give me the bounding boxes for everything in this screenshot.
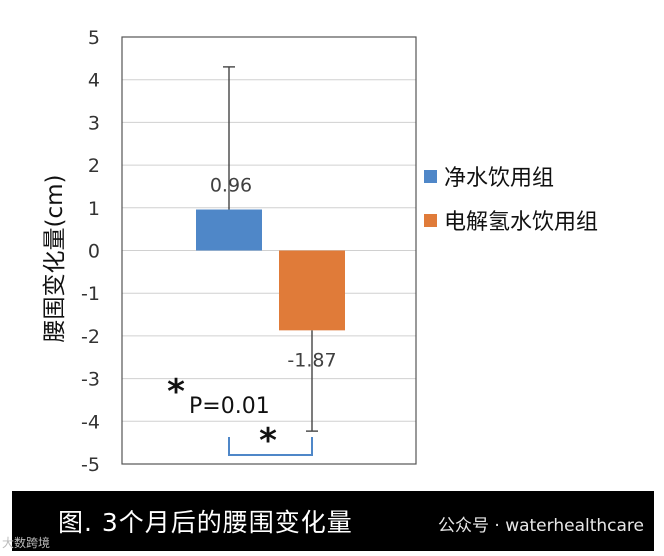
figure-caption: 图. 3个月后的腰围变化量 — [58, 508, 353, 537]
y-axis-label: 腰围变化量(cm) — [42, 175, 68, 343]
significance-bracket — [228, 437, 313, 456]
y-tick-label: 3 — [88, 112, 100, 134]
significance-star: * — [259, 421, 277, 461]
bar — [279, 250, 345, 331]
p-value-label: P=0.01 — [189, 394, 270, 419]
y-tick-label: 1 — [88, 198, 100, 220]
significance-annotation: * * P=0.01 — [167, 372, 313, 461]
y-tick-label: 0 — [88, 241, 100, 263]
data-label: 0.96 — [210, 175, 252, 197]
bar-chart: 5 4 3 2 1 0 -1 -2 -3 -4 -5 0.96-1.87 腰围变化量(cm) 净水饮… — [42, 27, 598, 476]
bars: 0.96-1.87 — [196, 175, 345, 371]
y-tick-label: -1 — [81, 283, 100, 305]
legend-label: 净水饮用组 — [444, 166, 554, 191]
corner-watermark: 大数跨境 — [2, 536, 51, 550]
y-tick-label: 2 — [88, 155, 100, 177]
y-tick-label: -4 — [81, 411, 100, 433]
legend-swatch — [424, 170, 437, 183]
y-tick-label: -3 — [81, 369, 100, 391]
y-tick-labels: 5 4 3 2 1 0 -1 -2 -3 -4 -5 — [81, 27, 100, 476]
bar — [196, 209, 262, 251]
error-bars — [223, 66, 318, 432]
y-tick-label: 5 — [88, 27, 100, 49]
y-tick-label: 4 — [88, 70, 100, 92]
y-tick-label: -2 — [81, 326, 100, 348]
p-value-star: * — [167, 372, 185, 412]
legend-label: 电解氢水饮用组 — [444, 210, 598, 235]
figure-caption-bar: 图. 3个月后的腰围变化量 公众号 · waterhealthcare — [12, 491, 654, 551]
legend-swatch — [424, 214, 437, 227]
plot-area-frame — [121, 36, 417, 465]
watermark-text: 公众号 · waterhealthcare — [437, 516, 644, 536]
y-tick-label: -5 — [81, 454, 100, 476]
